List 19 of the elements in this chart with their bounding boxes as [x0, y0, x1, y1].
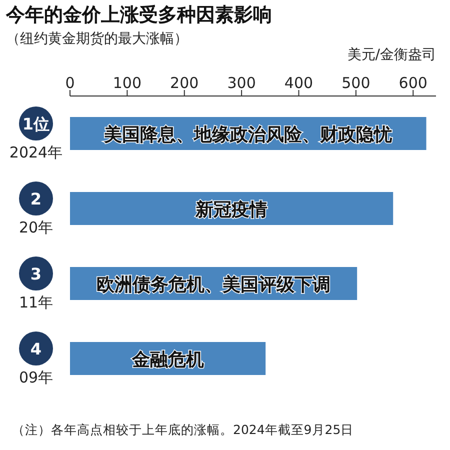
data-label: 欧洲债务危机、美国评级下调 [96, 274, 331, 296]
y-tick-label: 2 20年 [18, 190, 54, 236]
x-axis-title: 美元/金衡盎司 [347, 46, 436, 64]
x-tick-label: 400 [284, 74, 314, 92]
data-label: 美国降息、地缘政治风险、财政隐忧 [103, 124, 394, 146]
y-tick-label: 3 11年 [18, 264, 54, 312]
x-tick-label: 300 [227, 74, 256, 92]
x-tick-label: 200 [170, 74, 199, 92]
x-tick-label: 600 [398, 74, 428, 92]
x-tick-label: 500 [342, 74, 370, 92]
text: （注）各年高点相较于上年底的涨幅。2024年截至9月25日 [12, 422, 354, 439]
x-tick-label: 100 [112, 74, 142, 92]
y-tick-label: 4 09年 [18, 340, 54, 386]
chart-subtitle: （纽约黄金期货的最大涨幅） [6, 30, 188, 48]
data-label: 新冠疫情 [194, 200, 268, 220]
y-tick-label: 1位 2024年 [9, 114, 63, 162]
data-label: 金融危机 [130, 350, 204, 370]
x-tick-label: 0 [65, 74, 75, 92]
chart-title: 今年的金价上涨受多种因素影响 [6, 3, 272, 28]
